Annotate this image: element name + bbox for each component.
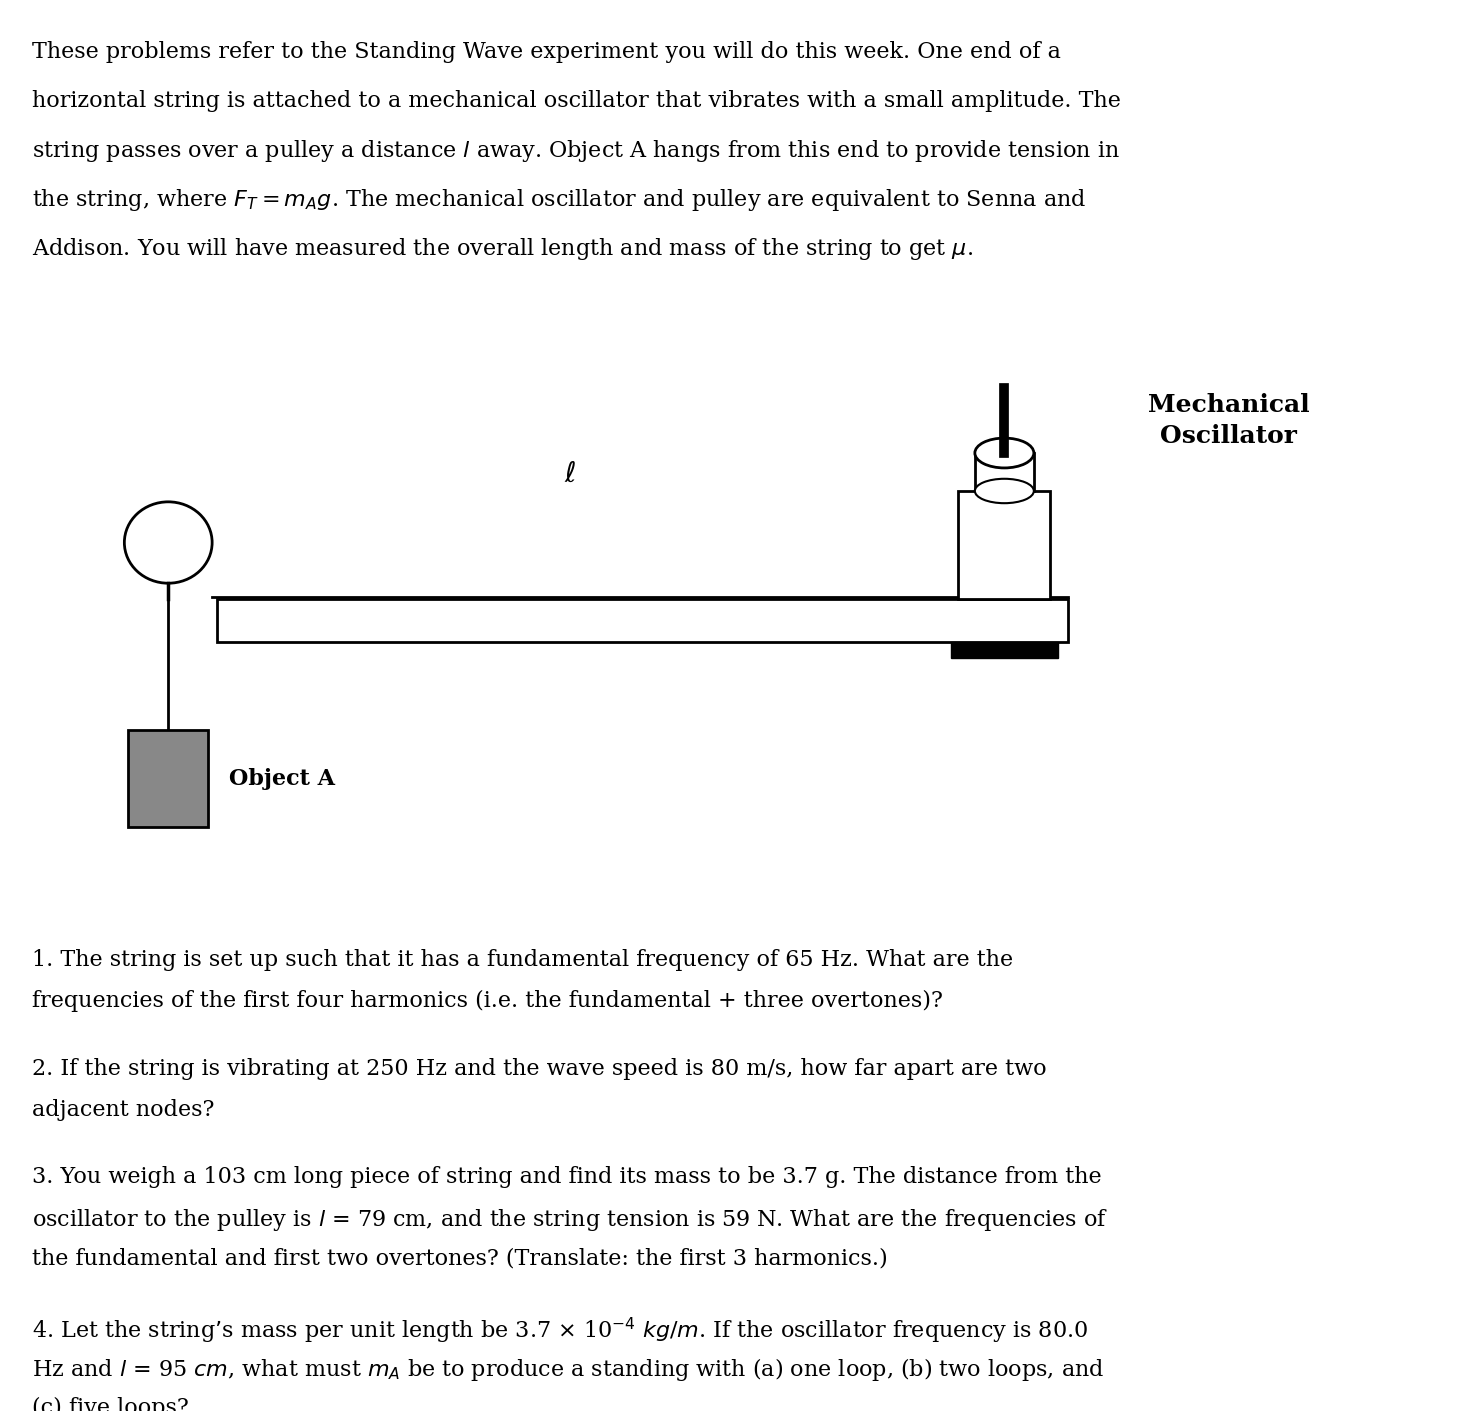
Text: horizontal string is attached to a mechanical oscillator that vibrates with a sm: horizontal string is attached to a mecha… xyxy=(32,89,1121,111)
Ellipse shape xyxy=(974,478,1034,504)
FancyBboxPatch shape xyxy=(958,491,1050,600)
Text: 2. If the string is vibrating at 250 Hz and the wave speed is 80 m/s, how far ap: 2. If the string is vibrating at 250 Hz … xyxy=(32,1058,1048,1079)
Text: 4. Let the string’s mass per unit length be 3.7 $\times$ 10$^{-4}$ $kg/m$. If th: 4. Let the string’s mass per unit length… xyxy=(32,1315,1088,1346)
FancyBboxPatch shape xyxy=(217,600,1068,642)
Text: (c) five loops?: (c) five loops? xyxy=(32,1397,189,1411)
Text: the string, where $F_T = m_Ag$. The mechanical oscillator and pulley are equival: the string, where $F_T = m_Ag$. The mech… xyxy=(32,188,1087,213)
Text: Mechanical
Oscillator: Mechanical Oscillator xyxy=(1148,392,1309,449)
Ellipse shape xyxy=(974,437,1034,468)
Text: 1. The string is set up such that it has a fundamental frequency of 65 Hz. What : 1. The string is set up such that it has… xyxy=(32,950,1014,971)
Text: adjacent nodes?: adjacent nodes? xyxy=(32,1099,215,1120)
Text: These problems refer to the Standing Wave experiment you will do this week. One : These problems refer to the Standing Wav… xyxy=(32,41,1061,62)
Text: 3. You weigh a 103 cm long piece of string and find its mass to be 3.7 g. The di: 3. You weigh a 103 cm long piece of stri… xyxy=(32,1167,1102,1188)
Text: the fundamental and first two overtones? (Translate: the first 3 harmonics.): the fundamental and first two overtones?… xyxy=(32,1247,888,1270)
Text: string passes over a pulley a distance $l$ away. Object A hangs from this end to: string passes over a pulley a distance $… xyxy=(32,138,1121,164)
Text: frequencies of the first four harmonics (i.e. the fundamental + three overtones): frequencies of the first four harmonics … xyxy=(32,991,944,1012)
Text: oscillator to the pulley is $l$ = 79 cm, and the string tension is 59 N. What ar: oscillator to the pulley is $l$ = 79 cm,… xyxy=(32,1208,1109,1233)
FancyBboxPatch shape xyxy=(951,642,1058,658)
Text: Addison. You will have measured the overall length and mass of the string to get: Addison. You will have measured the over… xyxy=(32,236,973,262)
Text: Hz and $l$ = 95 $cm$, what must $m_A$ be to produce a standing with (a) one loop: Hz and $l$ = 95 $cm$, what must $m_A$ be… xyxy=(32,1356,1105,1383)
FancyBboxPatch shape xyxy=(129,729,209,827)
Text: Object A: Object A xyxy=(228,768,335,790)
Text: $\ell$: $\ell$ xyxy=(565,460,576,488)
FancyBboxPatch shape xyxy=(974,453,1034,491)
